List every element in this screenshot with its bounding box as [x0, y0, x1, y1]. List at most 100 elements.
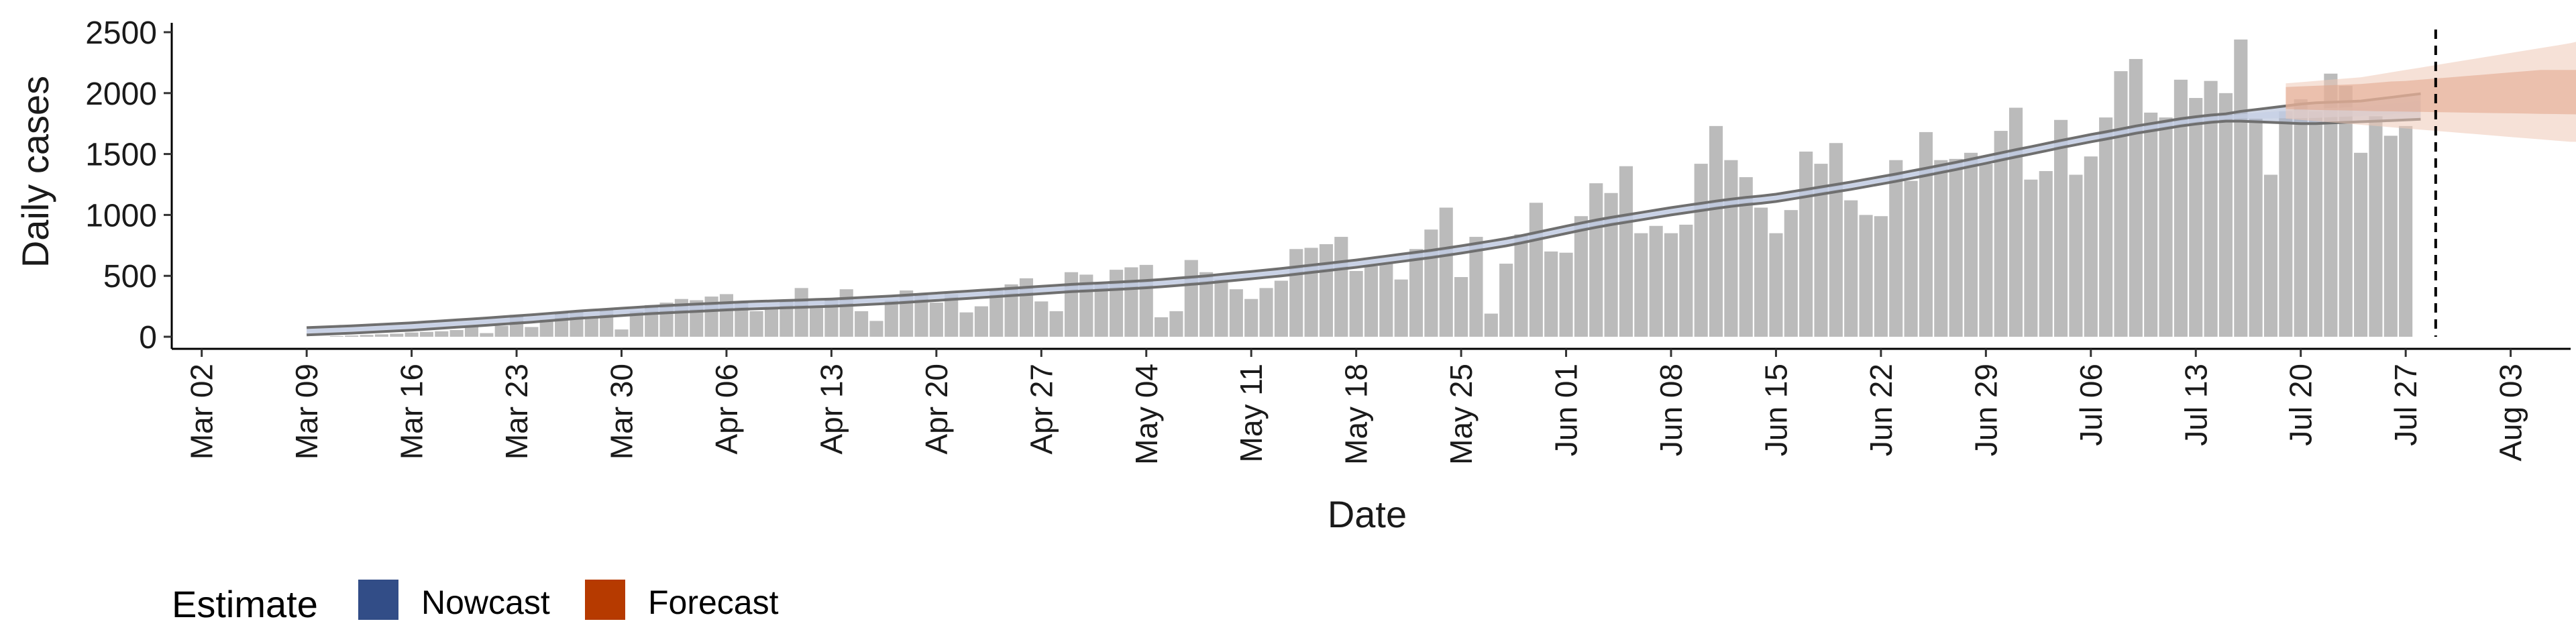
- y-tick-label: 1500: [85, 138, 157, 173]
- case-bar: [2159, 117, 2173, 337]
- case-bar: [1529, 203, 1543, 337]
- case-bar: [1319, 244, 1334, 337]
- case-bar: [945, 294, 959, 337]
- case-bar: [2339, 85, 2353, 337]
- case-bar: [1979, 164, 1993, 337]
- case-bar: [449, 330, 464, 337]
- case-bar: [1904, 180, 1918, 337]
- case-bar: [869, 321, 883, 337]
- nowcast-lower-line: [307, 117, 2421, 337]
- case-bar: [735, 303, 749, 337]
- case-bar: [1694, 164, 1708, 337]
- case-bar: [2099, 117, 2113, 337]
- case-bar: [1799, 151, 1813, 337]
- y-tick-label: 2000: [85, 76, 157, 112]
- x-tick-label: Jun 29: [1968, 364, 2003, 456]
- case-bar: [1259, 288, 1273, 337]
- case-bar: [929, 303, 943, 337]
- case-bar: [839, 289, 853, 337]
- case-bar: [1829, 143, 1843, 337]
- legend-items: Nowcast Forecast: [358, 580, 779, 621]
- case-bar: [419, 331, 434, 337]
- case-bar: [360, 335, 374, 337]
- legend-swatch-forecast: [585, 580, 625, 620]
- case-bar: [2234, 39, 2248, 337]
- case-bar: [764, 309, 779, 337]
- x-tick-label: Mar 23: [499, 364, 534, 460]
- x-tick-label: Jul 27: [2388, 364, 2423, 446]
- case-bar: [1889, 160, 1903, 337]
- y-tick-label: 1000: [85, 198, 157, 233]
- case-bar: [1514, 234, 1528, 337]
- x-tick-label: May 04: [1129, 364, 1164, 465]
- case-bar: [2354, 152, 2368, 337]
- legend-label-nowcast: Nowcast: [421, 584, 550, 621]
- case-bar: [494, 325, 508, 337]
- case-bar: [1964, 152, 1978, 337]
- y-tick-label: 2500: [85, 15, 157, 51]
- x-tick-label: Jul 20: [2284, 364, 2318, 446]
- case-bar: [2114, 71, 2128, 337]
- x-tick-label: Mar 16: [394, 364, 429, 460]
- case-bar: [1679, 224, 1693, 337]
- case-bar: [2294, 99, 2308, 337]
- x-tick-label: May 25: [1444, 364, 1479, 465]
- case-bar: [1155, 317, 1169, 337]
- case-bar: [1709, 125, 1723, 337]
- case-bar: [390, 333, 404, 337]
- case-bar: [1034, 301, 1049, 337]
- case-bar: [2324, 73, 2338, 337]
- case-bar: [794, 288, 808, 337]
- case-bar: [1784, 210, 1798, 337]
- x-tick-label: Apr 27: [1024, 364, 1059, 455]
- case-bar: [1934, 160, 1948, 337]
- case-bar: [2174, 79, 2188, 337]
- legend: Estimate Nowcast Forecast: [172, 580, 779, 625]
- case-bar: [1469, 237, 1483, 337]
- case-bar: [974, 306, 988, 337]
- case-bar: [584, 317, 598, 337]
- case-bar: [1499, 264, 1513, 337]
- y-axis-label: Daily cases: [14, 76, 56, 268]
- case-bar: [1814, 164, 1828, 337]
- legend-title: Estimate: [172, 583, 318, 625]
- case-bar: [1274, 280, 1288, 337]
- case-bar: [629, 311, 643, 337]
- x-tick-label: Mar 02: [184, 364, 219, 460]
- case-bar: [539, 319, 553, 337]
- case-bar: [824, 300, 839, 337]
- x-tick-label: Mar 09: [289, 364, 324, 460]
- case-bar: [1424, 229, 1438, 337]
- case-bar: [374, 334, 388, 337]
- case-bar: [1394, 279, 1408, 337]
- case-bar: [1454, 277, 1468, 337]
- case-bar: [959, 312, 973, 337]
- case-bar: [855, 311, 869, 337]
- case-bar: [480, 333, 494, 337]
- x-tick-label: Jun 15: [1758, 364, 1793, 456]
- case-bar: [1739, 177, 1753, 337]
- case-bar: [884, 300, 898, 337]
- case-bar: [1649, 225, 1663, 337]
- case-bar: [2383, 136, 2398, 337]
- case-bar: [1874, 216, 1888, 337]
- case-bar: [1124, 267, 1138, 337]
- case-bar: [2069, 174, 2083, 337]
- case-bar: [719, 294, 734, 337]
- case-bar: [780, 300, 794, 337]
- case-bar: [1604, 193, 1618, 337]
- case-bar: [1109, 270, 1124, 337]
- x-tick-label: Apr 13: [814, 364, 849, 455]
- case-bar: [1994, 131, 2008, 337]
- case-bar: [1769, 233, 1783, 337]
- case-bar: [2024, 179, 2038, 337]
- forecast-inner-band: [2286, 70, 2576, 115]
- case-bar: [2054, 119, 2068, 337]
- x-tick-label: Apr 20: [919, 364, 954, 455]
- case-bar: [2249, 118, 2263, 337]
- case-bar: [2189, 98, 2203, 337]
- case-bar: [1844, 200, 1858, 337]
- case-bar: [2008, 107, 2023, 337]
- y-tick-label: 0: [139, 320, 157, 356]
